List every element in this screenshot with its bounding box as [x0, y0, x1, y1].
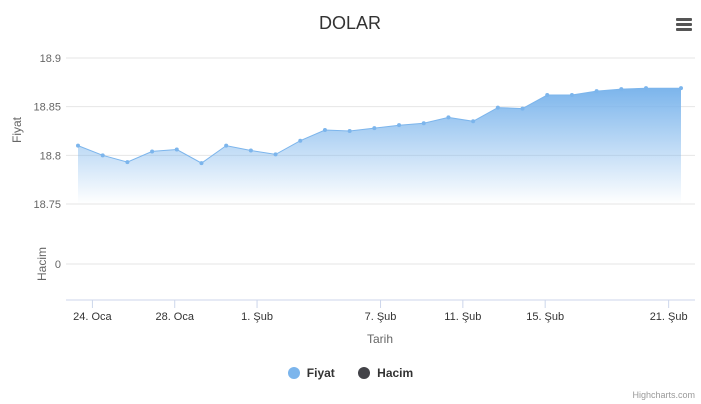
y-tick-label-price: 18.75: [33, 199, 61, 211]
y-tick-label-volume: 0: [55, 259, 61, 271]
x-tick-label: 21. Şub: [650, 311, 688, 323]
data-point-price: [545, 92, 550, 97]
data-point-price: [76, 143, 80, 148]
legend-label-price: Fiyat: [306, 366, 335, 380]
hamburger-menu-icon[interactable]: [673, 16, 695, 36]
data-point-price: [298, 138, 303, 143]
x-tick-label: 7. Şub: [365, 311, 397, 323]
legend-item-volume[interactable]: Hacim: [358, 366, 413, 380]
data-point-price: [520, 106, 525, 111]
data-point-price: [174, 147, 179, 152]
data-point-price: [150, 149, 155, 154]
data-point-price: [446, 115, 451, 120]
data-point-price: [224, 143, 229, 148]
data-point-price: [322, 128, 327, 133]
legend-dot-volume: [358, 367, 371, 379]
data-point-price: [495, 105, 500, 110]
axis-layer: 18.75 18.8 18.85 18.9 0 24. Oca 28. Oca 1. Şub 7…: [33, 53, 695, 323]
data-point-price: [421, 121, 426, 126]
chart-title: DOLAR: [319, 13, 381, 33]
data-point-price: [273, 152, 278, 157]
data-point-price: [199, 161, 204, 166]
area-fill-price: [78, 88, 681, 204]
x-axis-label: Tarih: [367, 332, 393, 346]
legend-dot-price: [287, 367, 300, 379]
data-point-price: [619, 87, 624, 92]
y-axis-label-price: Fiyat: [10, 116, 24, 143]
y-tick-label-price: 18.9: [40, 53, 61, 65]
y-tick-label-price: 18.8: [40, 150, 61, 162]
x-tick-label: 24. Oca: [73, 311, 112, 323]
point-layer: [76, 86, 683, 166]
y-axis-label-volume: Hacim: [35, 247, 49, 281]
x-tick-label: 1. Şub: [241, 311, 273, 323]
x-tick-label: 15. Şub: [526, 311, 564, 323]
data-point-price: [644, 86, 649, 91]
data-point-price: [248, 148, 253, 153]
credits-link[interactable]: Highcharts.com: [632, 390, 695, 400]
data-point-price: [100, 153, 105, 158]
x-tick-label: 11. Şub: [444, 311, 481, 323]
data-point-price: [372, 126, 377, 131]
data-point-price: [397, 123, 402, 128]
data-point-price: [594, 89, 599, 94]
legend-label-volume: Hacim: [377, 366, 414, 380]
data-point-price: [347, 129, 352, 133]
legend-item-price[interactable]: Fiyat: [287, 366, 335, 380]
data-point-price: [471, 119, 476, 124]
y-tick-label-price: 18.85: [33, 102, 61, 114]
legend: Fiyat Hacim: [0, 366, 701, 382]
data-point-price: [679, 86, 683, 91]
area-layer: [77, 87, 681, 204]
x-tick-label: 28. Oca: [155, 311, 194, 323]
data-point-price: [125, 160, 130, 165]
data-point-price: [569, 92, 574, 97]
